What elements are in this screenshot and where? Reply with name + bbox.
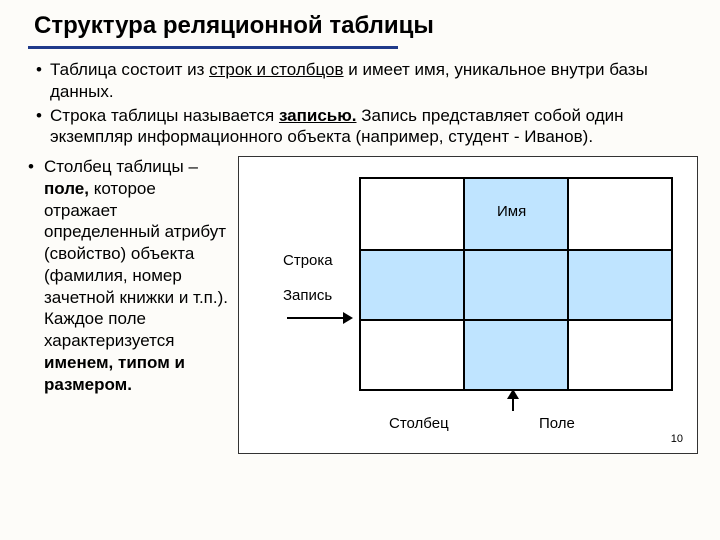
bullet-dot: • [28, 59, 50, 103]
left-bullet: • Столбец таблицы – поле, которое отража… [28, 156, 228, 454]
label-pole: Поле [539, 415, 575, 432]
arrow-column [512, 391, 514, 411]
bullet-dot: • [28, 156, 44, 395]
grid-cell [567, 321, 671, 389]
arrow-row [287, 317, 351, 319]
grid-cell [361, 321, 463, 389]
bullet-dot: • [28, 105, 50, 149]
grid-cell-highlight [567, 251, 671, 319]
diagram: Имя Строка Запись Столбец Поле 10 [238, 156, 698, 454]
bullet-2-pre: Строка таблицы называется [50, 106, 279, 125]
slide-title: Структура реляционной таблицы [34, 12, 698, 40]
title-underline [28, 46, 398, 49]
label-imya: Имя [497, 203, 526, 220]
left-pre: Столбец таблицы – [44, 157, 198, 176]
left-mid: которое отражает определенный атрибут (с… [44, 179, 228, 350]
grid-row-2 [361, 249, 671, 319]
grid-cell-highlight [463, 321, 567, 389]
left-bold-2: именем, типом и размером. [44, 353, 185, 394]
top-bullets: • Таблица состоит из строк и столбцов и … [28, 59, 698, 148]
bullet-1-underline: строк и столбцов [209, 60, 343, 79]
bullet-2-bold-underline: записью. [279, 106, 357, 125]
left-bold-1: поле, [44, 179, 89, 198]
grid-row-3 [361, 319, 671, 389]
grid-cell-highlight [361, 251, 463, 319]
label-stolbets: Столбец [389, 415, 449, 432]
grid-cell [567, 179, 671, 249]
grid-cell-highlight [463, 251, 567, 319]
bullet-1: • Таблица состоит из строк и столбцов и … [28, 59, 698, 103]
page-number: 10 [671, 433, 683, 445]
label-stroka: Строка [283, 252, 333, 269]
grid-cell [361, 179, 463, 249]
label-zapis: Запись [283, 287, 332, 304]
bullet-1-pre: Таблица состоит из [50, 60, 209, 79]
bullet-2: • Строка таблицы называется записью. Зап… [28, 105, 698, 149]
